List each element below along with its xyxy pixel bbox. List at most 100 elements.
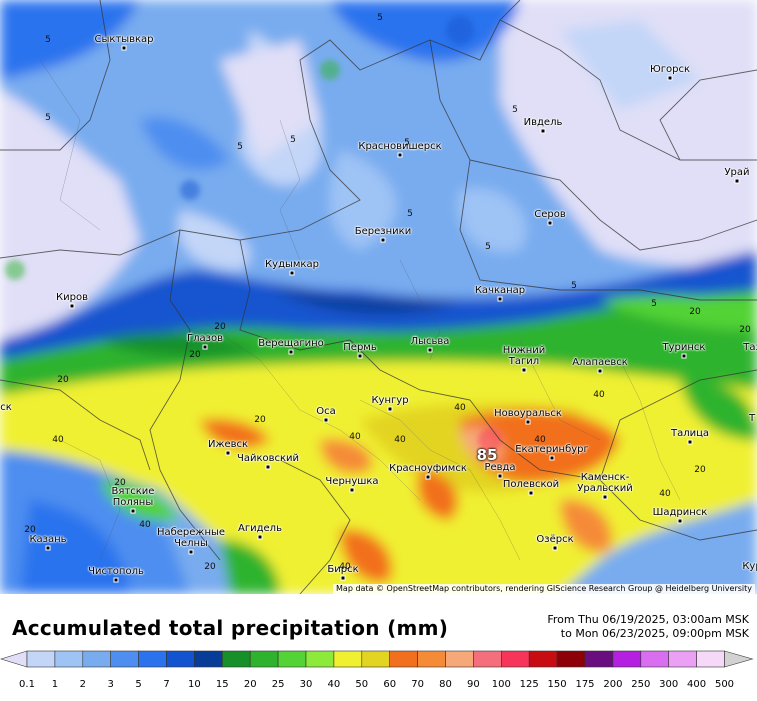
legend-tick-label: 500 bbox=[715, 679, 734, 690]
city-marker-revda bbox=[497, 473, 503, 479]
legend-swatch bbox=[389, 650, 418, 668]
city-label-turinsk: Туринск bbox=[662, 342, 706, 353]
contour-label: 5 bbox=[404, 138, 410, 148]
contour-label: 5 bbox=[237, 142, 243, 152]
city-label-revda: Ревда bbox=[484, 462, 516, 473]
legend-tick-label: 300 bbox=[659, 679, 678, 690]
color-legend: 0.1 1 2 3 5 7 10 15 20 25 30 40 50 60 70 80 90 100 125 150 1… bbox=[0, 649, 757, 697]
legend-swatch bbox=[584, 650, 614, 668]
legend-swatch bbox=[696, 650, 725, 668]
city-marker-shadrinsk bbox=[677, 518, 683, 524]
city-label-serov: Серов bbox=[534, 209, 566, 220]
city-label-kamensk: Каменск- Уральский bbox=[577, 472, 633, 494]
city-marker-lysva bbox=[427, 347, 433, 353]
legend-swatch bbox=[110, 650, 139, 668]
legend-tick-label: 80 bbox=[439, 679, 452, 690]
legend-swatch bbox=[528, 650, 558, 668]
city-label-krasnoufimsk: Красноуфимск bbox=[389, 463, 467, 474]
legend-tick-label: 250 bbox=[631, 679, 650, 690]
legend-swatch bbox=[54, 650, 84, 668]
city-label-nizhny-tagil: Нижний Тагил bbox=[502, 345, 546, 367]
city-label-yugorsk: Югорск bbox=[649, 64, 691, 75]
city-label-shadrinsk: Шадринск bbox=[652, 507, 708, 518]
city-label-kirov: Киров bbox=[56, 292, 88, 303]
legend-swatch bbox=[138, 650, 167, 668]
legend-tick-label: 200 bbox=[603, 679, 622, 690]
legend-arrow-low bbox=[0, 650, 28, 668]
contour-label: 40 bbox=[534, 435, 546, 445]
legend-swatch bbox=[361, 650, 390, 668]
legend-tick-label: 70 bbox=[411, 679, 424, 690]
contour-label: 20 bbox=[204, 562, 216, 572]
contour-label: 40 bbox=[394, 435, 406, 445]
contour-label: 5 bbox=[407, 209, 413, 219]
contour-label: 20 bbox=[254, 415, 266, 425]
city-label-chistopol: Чистополь bbox=[88, 566, 144, 577]
legend-swatch bbox=[222, 650, 251, 668]
city-label-ivdel: Ивдель bbox=[523, 117, 563, 128]
city-marker-ozersk bbox=[552, 545, 558, 551]
contour-label: 5 bbox=[512, 105, 518, 115]
legend-tick-label: 400 bbox=[687, 679, 706, 690]
legend-swatch bbox=[445, 650, 474, 668]
legend-tick-label: 30 bbox=[300, 679, 313, 690]
city-marker-uray bbox=[734, 178, 740, 184]
contour-label: 20 bbox=[114, 478, 126, 488]
legend-tick-label: 175 bbox=[575, 679, 594, 690]
legend-swatch bbox=[640, 650, 669, 668]
legend-swatch bbox=[82, 650, 112, 668]
contour-label: 20 bbox=[189, 350, 201, 360]
legend-swatch bbox=[612, 650, 642, 668]
city-marker-ekaterinburg bbox=[549, 455, 555, 461]
period-to: to Mon 06/23/2025, 09:00pm MSK bbox=[560, 627, 749, 640]
legend-swatch bbox=[166, 650, 195, 668]
forecast-period: From Thu 06/19/2025, 03:00am MSK to Mon … bbox=[547, 613, 749, 641]
map-attribution[interactable]: Map data © OpenStreetMap contributors, r… bbox=[333, 584, 755, 594]
city-label-kazan: Казань bbox=[29, 534, 67, 545]
contour-label: 40 bbox=[339, 562, 351, 572]
contour-label: 5 bbox=[571, 281, 577, 291]
city-label-syktyvkar: Сыктывкар bbox=[94, 34, 154, 45]
legend-swatch bbox=[556, 650, 586, 668]
city-marker-izhevsk bbox=[225, 450, 231, 456]
city-marker-glazov bbox=[202, 344, 208, 350]
city-marker-berezniki bbox=[380, 237, 386, 243]
chart-title: Accumulated total precipitation (mm) bbox=[12, 616, 449, 640]
legend-tick-label: 125 bbox=[520, 679, 539, 690]
precipitation-field bbox=[0, 0, 757, 594]
legend-tick-label: 2 bbox=[80, 679, 86, 690]
period-from: From Thu 06/19/2025, 03:00am MSK bbox=[547, 613, 749, 626]
contour-label: 40 bbox=[593, 390, 605, 400]
legend-swatch bbox=[668, 650, 697, 668]
city-label-ta-partial: Таз bbox=[743, 342, 757, 353]
legend-tick-label: 15 bbox=[216, 679, 229, 690]
city-label-ozersk: Озёрск bbox=[536, 534, 574, 545]
city-marker-serov bbox=[547, 220, 553, 226]
legend-tick-label: 60 bbox=[383, 679, 396, 690]
legend-arrow-high bbox=[724, 650, 754, 668]
city-marker-krasnovishersk bbox=[397, 152, 403, 158]
city-label-novouralsk: Новоуральск bbox=[494, 408, 562, 419]
city-marker-agidel bbox=[257, 534, 263, 540]
contour-label: 5 bbox=[377, 13, 383, 23]
city-marker-chernushka bbox=[349, 487, 355, 493]
city-marker-birsk bbox=[340, 575, 346, 581]
legend-swatch bbox=[417, 650, 446, 668]
legend-tick-label: 90 bbox=[467, 679, 480, 690]
city-label-lysva: Лысьва bbox=[410, 336, 450, 347]
legend-scale: 0.1 1 2 3 5 7 10 15 20 25 30 40 50 60 70 80 90 100 125 150 1… bbox=[0, 650, 754, 690]
city-marker-perm bbox=[357, 353, 363, 359]
city-label-vyatskie-polyany: Вятские Поляны bbox=[111, 486, 155, 508]
legend-swatch bbox=[277, 650, 307, 668]
legend-tick-label: 0.1 bbox=[19, 679, 35, 690]
city-label-agidel: Агидель bbox=[238, 523, 282, 534]
city-marker-chaykovsky bbox=[265, 464, 271, 470]
city-label-polevskoy: Полевской bbox=[502, 479, 560, 490]
precipitation-map[interactable]: Сыктывкар Югорск Ивдель Красновишерск Урай Се… bbox=[0, 0, 757, 594]
city-label-kungur: Кунгур bbox=[371, 395, 409, 406]
legend-tick-label: 5 bbox=[135, 679, 141, 690]
city-label-krasnovishersk: Красновишерск bbox=[358, 141, 442, 152]
contour-label: 20 bbox=[739, 325, 751, 335]
city-marker-kudymkar bbox=[289, 270, 295, 276]
city-label-kudymkar: Кудымкар bbox=[265, 259, 319, 270]
